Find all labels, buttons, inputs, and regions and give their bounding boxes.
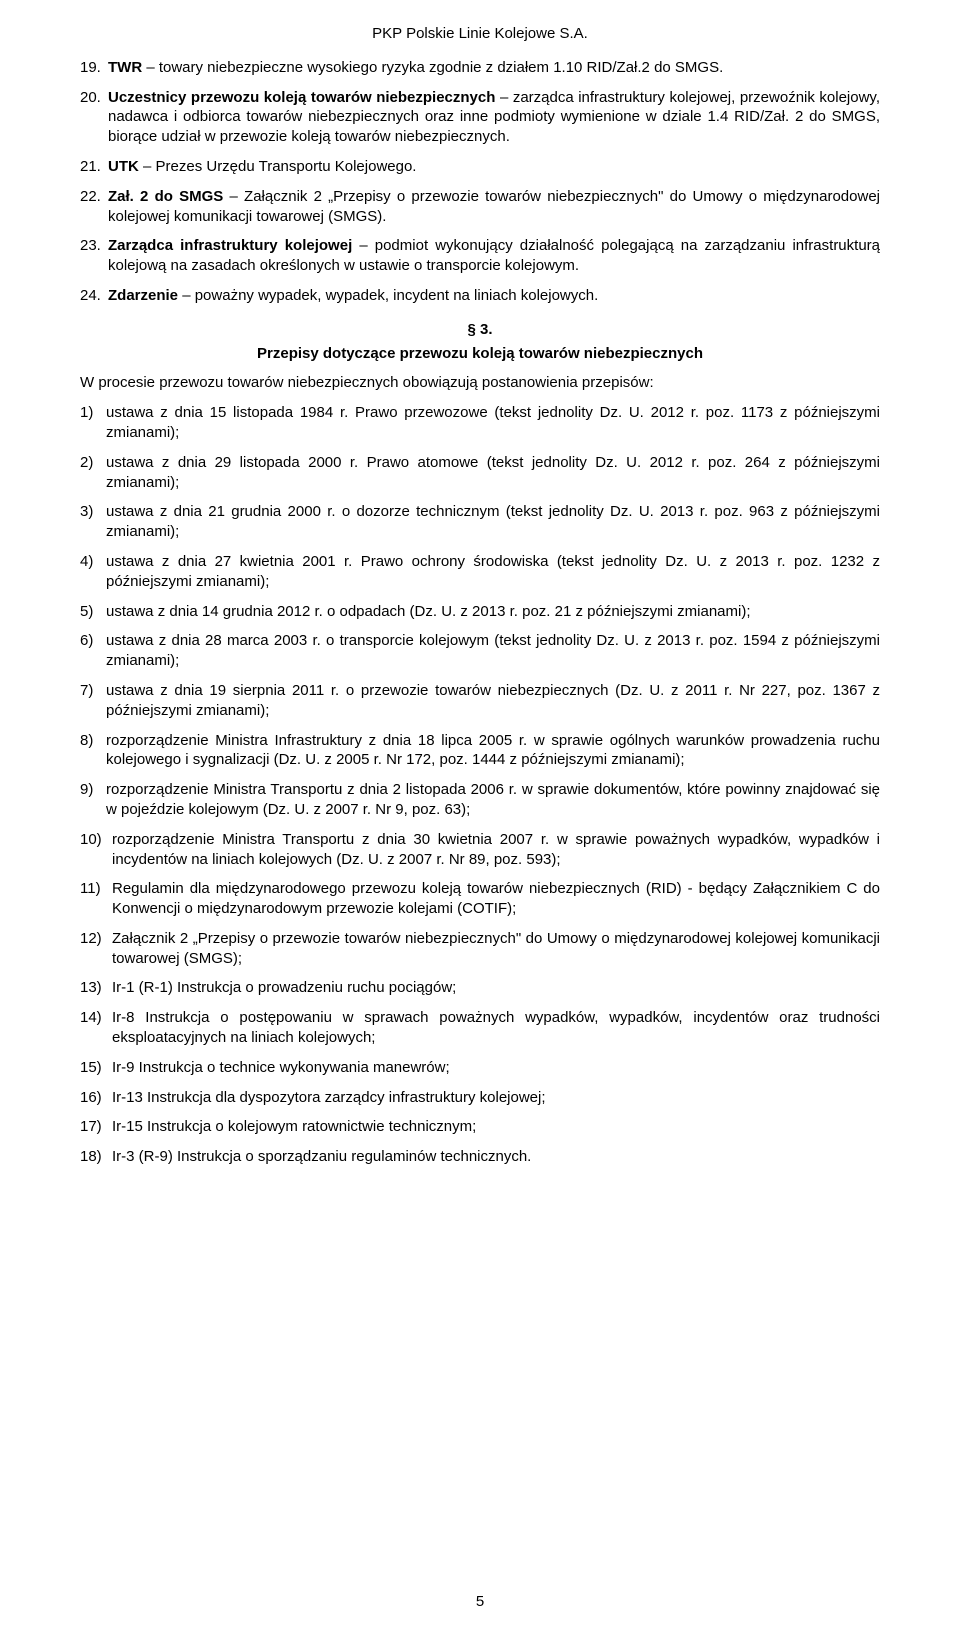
list-item-number: 17) [80, 1117, 112, 1137]
list-item: 2)ustawa z dnia 29 listopada 2000 r. Pra… [80, 453, 880, 493]
list-item-number: 8) [80, 731, 106, 771]
list-item-text: ustawa z dnia 21 grudnia 2000 r. o dozor… [106, 502, 880, 542]
list-item-number: 12) [80, 929, 112, 969]
list-item-number: 18) [80, 1147, 112, 1167]
definition-number: 24. [80, 286, 108, 306]
list-item-number: 16) [80, 1088, 112, 1108]
definition-body: Uczestnicy przewozu koleją towarów niebe… [108, 88, 880, 147]
list-item-number: 14) [80, 1008, 112, 1048]
list-item-number: 4) [80, 552, 106, 592]
document-page: PKP Polskie Linie Kolejowe S.A. 19.TWR –… [0, 0, 960, 1632]
page-header: PKP Polskie Linie Kolejowe S.A. [80, 24, 880, 44]
definitions-list: 19.TWR – towary niebezpieczne wysokiego … [80, 58, 880, 306]
list-item-number: 6) [80, 631, 106, 671]
section-title: Przepisy dotyczące przewozu koleją towar… [80, 344, 880, 364]
list-item-text: ustawa z dnia 19 sierpnia 2011 r. o prze… [106, 681, 880, 721]
list-item: 17)Ir-15 Instrukcja o kolejowym ratownic… [80, 1117, 880, 1137]
list-item-number: 2) [80, 453, 106, 493]
definition-term: Zdarzenie [108, 287, 178, 304]
section-intro: W procesie przewozu towarów niebezpieczn… [80, 373, 880, 393]
list-item-number: 3) [80, 502, 106, 542]
list-item-text: Ir-3 (R-9) Instrukcja o sporządzaniu reg… [112, 1147, 880, 1167]
list-item-number: 5) [80, 602, 106, 622]
definition-body: TWR – towary niebezpieczne wysokiego ryz… [108, 58, 880, 78]
list-item: 5)ustawa z dnia 14 grudnia 2012 r. o odp… [80, 602, 880, 622]
list-item-text: Ir-1 (R-1) Instrukcja o prowadzeniu ruch… [112, 978, 880, 998]
definition-item: 20.Uczestnicy przewozu koleją towarów ni… [80, 88, 880, 147]
numbered-list: 1)ustawa z dnia 15 listopada 1984 r. Pra… [80, 403, 880, 1167]
list-item-text: ustawa z dnia 29 listopada 2000 r. Prawo… [106, 453, 880, 493]
list-item-text: Ir-9 Instrukcja o technice wykonywania m… [112, 1058, 880, 1078]
definition-body: Zarządca infrastruktury kolejowej – podm… [108, 236, 880, 276]
list-item: 8)rozporządzenie Ministra Infrastruktury… [80, 731, 880, 771]
definition-item: 23.Zarządca infrastruktury kolejowej – p… [80, 236, 880, 276]
list-item-number: 1) [80, 403, 106, 443]
definition-text: – poważny wypadek, wypadek, incydent na … [178, 287, 598, 304]
list-item: 16)Ir-13 Instrukcja dla dyspozytora zarz… [80, 1088, 880, 1108]
definition-body: UTK – Prezes Urzędu Transportu Kolejoweg… [108, 157, 880, 177]
definition-term: Uczestnicy przewozu koleją towarów niebe… [108, 89, 495, 106]
definition-number: 22. [80, 187, 108, 227]
definition-text: – Załącznik 2 „Przepisy o przewozie towa… [108, 188, 880, 225]
list-item-number: 9) [80, 780, 106, 820]
definition-item: 22.Zał. 2 do SMGS – Załącznik 2 „Przepis… [80, 187, 880, 227]
list-item-number: 7) [80, 681, 106, 721]
list-item: 3)ustawa z dnia 21 grudnia 2000 r. o doz… [80, 502, 880, 542]
list-item-text: Regulamin dla międzynarodowego przewozu … [112, 879, 880, 919]
list-item-number: 10) [80, 830, 112, 870]
definition-term: Zał. 2 do SMGS [108, 188, 223, 205]
list-item-text: rozporządzenie Ministra Infrastruktury z… [106, 731, 880, 771]
list-item-number: 11) [80, 879, 112, 919]
list-item: 18)Ir-3 (R-9) Instrukcja o sporządzaniu … [80, 1147, 880, 1167]
definition-body: Zał. 2 do SMGS – Załącznik 2 „Przepisy o… [108, 187, 880, 227]
list-item: 7)ustawa z dnia 19 sierpnia 2011 r. o pr… [80, 681, 880, 721]
definition-item: 24.Zdarzenie – poważny wypadek, wypadek,… [80, 286, 880, 306]
list-item-text: ustawa z dnia 15 listopada 1984 r. Prawo… [106, 403, 880, 443]
list-item-number: 15) [80, 1058, 112, 1078]
list-item-text: ustawa z dnia 27 kwietnia 2001 r. Prawo … [106, 552, 880, 592]
list-item: 12)Załącznik 2 „Przepisy o przewozie tow… [80, 929, 880, 969]
list-item: 9)rozporządzenie Ministra Transportu z d… [80, 780, 880, 820]
definition-item: 21.UTK – Prezes Urzędu Transportu Kolejo… [80, 157, 880, 177]
list-item-text: Ir-15 Instrukcja o kolejowym ratownictwi… [112, 1117, 880, 1137]
list-item-text: ustawa z dnia 14 grudnia 2012 r. o odpad… [106, 602, 880, 622]
definition-item: 19.TWR – towary niebezpieczne wysokiego … [80, 58, 880, 78]
definition-body: Zdarzenie – poważny wypadek, wypadek, in… [108, 286, 880, 306]
list-item: 13)Ir-1 (R-1) Instrukcja o prowadzeniu r… [80, 978, 880, 998]
definition-number: 21. [80, 157, 108, 177]
list-item-text: rozporządzenie Ministra Transportu z dni… [106, 780, 880, 820]
list-item-text: rozporządzenie Ministra Transportu z dni… [112, 830, 880, 870]
definition-number: 23. [80, 236, 108, 276]
definition-number: 19. [80, 58, 108, 78]
list-item-text: Załącznik 2 „Przepisy o przewozie towaró… [112, 929, 880, 969]
list-item: 15)Ir-9 Instrukcja o technice wykonywani… [80, 1058, 880, 1078]
definition-term: UTK [108, 158, 139, 175]
page-number: 5 [0, 1592, 960, 1612]
definition-term: Zarządca infrastruktury kolejowej [108, 237, 352, 254]
section-number: § 3. [80, 320, 880, 340]
list-item: 1)ustawa z dnia 15 listopada 1984 r. Pra… [80, 403, 880, 443]
definition-text: – Prezes Urzędu Transportu Kolejowego. [139, 158, 417, 175]
list-item-text: Ir-13 Instrukcja dla dyspozytora zarządc… [112, 1088, 880, 1108]
list-item-text: ustawa z dnia 28 marca 2003 r. o transpo… [106, 631, 880, 671]
list-item: 4)ustawa z dnia 27 kwietnia 2001 r. Praw… [80, 552, 880, 592]
definition-number: 20. [80, 88, 108, 147]
list-item-number: 13) [80, 978, 112, 998]
list-item: 11)Regulamin dla międzynarodowego przewo… [80, 879, 880, 919]
list-item: 10)rozporządzenie Ministra Transportu z … [80, 830, 880, 870]
list-item: 6)ustawa z dnia 28 marca 2003 r. o trans… [80, 631, 880, 671]
definition-text: – towary niebezpieczne wysokiego ryzyka … [142, 59, 723, 76]
definition-term: TWR [108, 59, 142, 76]
list-item-text: Ir-8 Instrukcja o postępowaniu w sprawac… [112, 1008, 880, 1048]
list-item: 14)Ir-8 Instrukcja o postępowaniu w spra… [80, 1008, 880, 1048]
